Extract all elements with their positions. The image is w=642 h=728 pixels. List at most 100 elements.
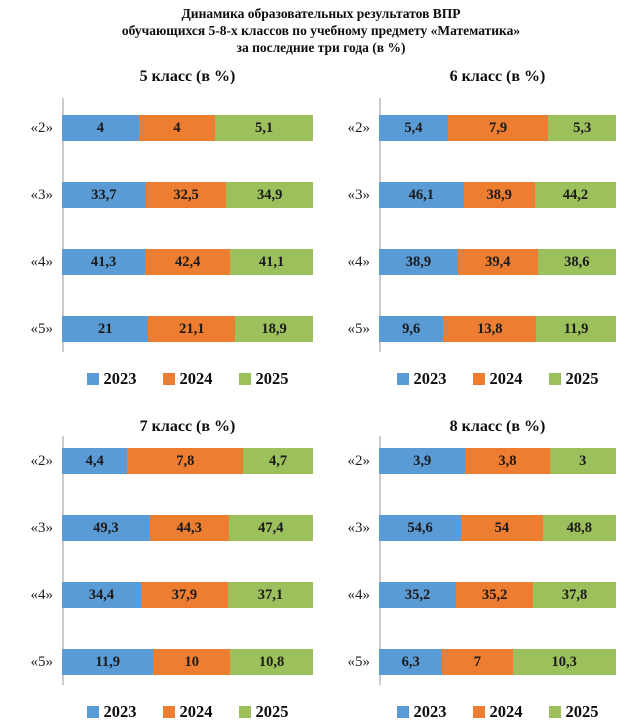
bar-row: «5» 9,6 13,8 11,9 (321, 316, 616, 342)
data-label: 3,9 (413, 452, 432, 469)
data-label: 9,6 (402, 320, 421, 337)
bar-segment-2025: 37,1 (227, 582, 313, 608)
bar-segment-2024: 42,4 (145, 249, 231, 275)
category-label: «3» (30, 186, 54, 203)
data-label: 13,8 (477, 320, 503, 337)
bar-segment-2023: 21 (62, 316, 149, 342)
bar-track: 33,7 32,5 34,9 (62, 182, 313, 208)
bar-segment-2023: 54,6 (379, 515, 462, 541)
bar-segment-2023: 34,4 (62, 582, 141, 608)
bar-segment-2024: 7 (442, 649, 513, 675)
bar-row: «4» 34,4 37,9 37,1 (4, 582, 313, 608)
bar-segment-2023: 9,6 (379, 316, 444, 342)
data-label: 49,3 (93, 519, 119, 536)
legend-item-2025: 2025 (238, 701, 289, 723)
bar-segment-2025: 3 (549, 448, 616, 474)
bar-segment-2024: 13,8 (443, 316, 537, 342)
chart-grade-7: 7 класс (в %) «2» 4,4 7,8 4,7 «3» 49,3 44,3 47,4… (0, 410, 321, 723)
bar-segment-2025: 11,9 (536, 316, 616, 342)
bar-segment-2025: 44,2 (534, 182, 616, 208)
bar-segment-2024: 7,9 (447, 115, 549, 141)
legend-item-2024: 2024 (472, 701, 523, 723)
bar-segment-2024: 39,4 (457, 249, 538, 275)
plot-area: «2» 4,4 7,8 4,7 «3» 49,3 44,3 47,4 «4» 34,4 37,9 37… (4, 436, 313, 685)
bar-segment-2025: 47,4 (228, 515, 313, 541)
bar-row: «5» 21 21,1 18,9 (4, 316, 313, 342)
data-label: 37,8 (561, 586, 588, 603)
legend-swatch-2024 (472, 706, 485, 718)
bar-segment-2023: 35,2 (379, 582, 457, 608)
legend-item-2024: 2024 (162, 368, 213, 390)
y-axis-line (62, 436, 64, 685)
legend-item-2023: 2023 (396, 701, 447, 723)
page-title-line-1: Динамика образовательных результатов ВПР (181, 6, 461, 21)
bar-row: «5» 11,9 10 10,8 (4, 649, 313, 675)
category-label: «2» (30, 119, 54, 136)
page-title-line-2: обучающихся 5-8-х классов по учебному пр… (121, 23, 521, 38)
bar-row: «2» 4,4 7,8 4,7 (4, 448, 313, 474)
legend-swatch-2023 (396, 373, 409, 385)
legend-swatch-2023 (396, 706, 409, 718)
category-label: «4» (30, 586, 54, 603)
category-label: «3» (347, 519, 371, 536)
legend-label: 2025 (255, 369, 289, 388)
category-label: «4» (30, 253, 54, 270)
data-label: 10,8 (258, 653, 285, 670)
bar-track: 38,9 39,4 38,6 (379, 249, 616, 275)
bar-track: 46,1 38,9 44,2 (379, 182, 616, 208)
bar-segment-2024: 37,9 (140, 582, 228, 608)
legend: 2023 2024 2025 (379, 368, 616, 390)
bar-row: «2» 4 4 5,1 (4, 115, 313, 141)
legend: 2023 2024 2025 (379, 701, 616, 723)
bar-segment-2024: 4 (138, 115, 216, 141)
page-title-line-3: за последние три года (в %) (236, 40, 406, 55)
legend-label: 2024 (489, 702, 523, 721)
data-label: 35,2 (404, 586, 431, 603)
data-label: 5,4 (404, 119, 423, 136)
data-label: 35,2 (481, 586, 508, 603)
category-label: «5» (347, 653, 371, 670)
bar-segment-2025: 10,3 (512, 649, 616, 675)
bar-segment-2024: 54 (461, 515, 543, 541)
bar-track: 4 4 5,1 (62, 115, 313, 141)
bar-segment-2024: 32,5 (145, 182, 227, 208)
data-label: 5,1 (255, 119, 274, 136)
legend-item-2024: 2024 (162, 701, 213, 723)
bar-track: 6,3 7 10,3 (379, 649, 616, 675)
bar-track: 41,3 42,4 41,1 (62, 249, 313, 275)
bar-segment-2023: 6,3 (379, 649, 443, 675)
bar-track: 49,3 44,3 47,4 (62, 515, 313, 541)
legend-swatch-2025 (238, 706, 251, 718)
bar-segment-2025: 34,9 (226, 182, 313, 208)
y-axis-line (379, 98, 381, 352)
bar-segment-2023: 4,4 (62, 448, 128, 474)
charts-grid: 5 класс (в %) «2» 4 4 5,1 «3» 33,7 32,5 34,9 «4» 4… (0, 60, 642, 723)
bar-track: 9,6 13,8 11,9 (379, 316, 616, 342)
bar-track: 4,4 7,8 4,7 (62, 448, 313, 474)
legend-swatch-2024 (162, 373, 175, 385)
data-label: 34,9 (256, 186, 283, 203)
bar-row: «3» 33,7 32,5 34,9 (4, 182, 313, 208)
data-label: 38,9 (486, 186, 512, 203)
bar-segment-2023: 38,9 (379, 249, 458, 275)
legend-swatch-2023 (86, 706, 99, 718)
legend-label: 2025 (255, 702, 289, 721)
bar-segment-2023: 49,3 (62, 515, 150, 541)
bar-segment-2023: 5,4 (379, 115, 448, 141)
category-label: «2» (347, 119, 371, 136)
bar-segment-2023: 46,1 (379, 182, 464, 208)
category-label: «5» (347, 320, 371, 337)
chart-grade-8: 8 класс (в %) «2» 3,9 3,8 3 «3» 54,6 54 48,8 «4» 3… (321, 410, 642, 723)
bar-segment-2025: 38,6 (537, 249, 616, 275)
legend: 2023 2024 2025 (62, 368, 313, 390)
category-label: «2» (347, 452, 371, 469)
bar-segment-2023: 11,9 (62, 649, 154, 675)
legend-label: 2025 (565, 702, 599, 721)
chart-title: 7 класс (в %) (139, 418, 236, 435)
bar-row: «4» 41,3 42,4 41,1 (4, 249, 313, 275)
bar-segment-2023: 41,3 (62, 249, 146, 275)
bar-segment-2025: 37,8 (533, 582, 616, 608)
plot-area: «2» 3,9 3,8 3 «3» 54,6 54 48,8 «4» 35,2 35,2 37,8 «5… (321, 436, 616, 685)
data-label: 54 (494, 519, 510, 536)
